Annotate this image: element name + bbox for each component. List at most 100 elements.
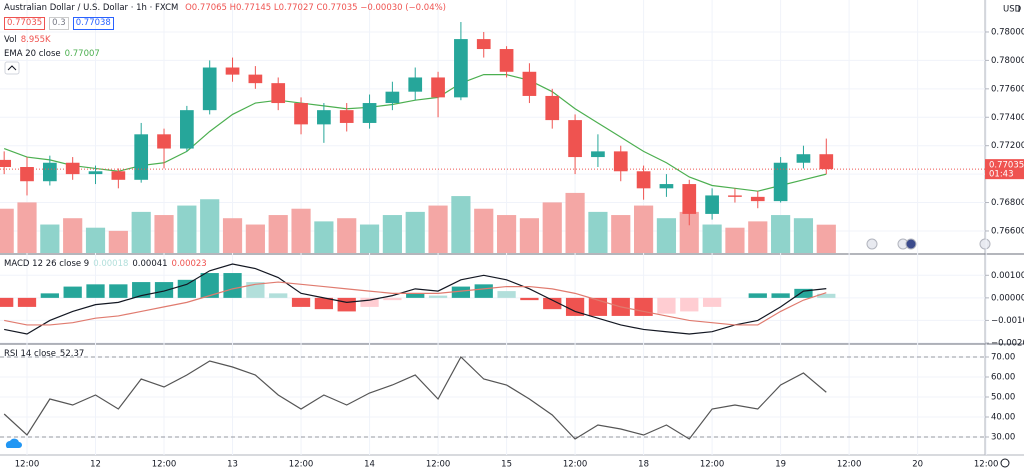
candle-body [545, 95, 560, 121]
candle-body [705, 195, 719, 214]
event-icons [866, 238, 991, 250]
y-tick-label: 0.76800 [991, 198, 1024, 208]
quote-boxes: 0.77035 0.3 0.77038 [4, 17, 118, 30]
volume-bar [793, 218, 814, 253]
volume-bar [656, 218, 677, 253]
x-tick-label: 12:00 [152, 460, 177, 470]
bid-box[interactable]: 0.77035 [4, 17, 46, 30]
macd-histogram-bar [200, 273, 219, 298]
volume-bar [382, 215, 402, 253]
volume-bar [0, 208, 14, 253]
x-tick-label: 14 [364, 460, 375, 470]
candle-body [65, 162, 80, 175]
y-tick-label: −0.00200 [991, 339, 1024, 349]
macd-signal-value: 0.00023 [171, 259, 207, 269]
y-tick-label: 60.00 [991, 373, 1015, 383]
collapse-button[interactable] [4, 61, 20, 75]
candle-body [728, 195, 742, 197]
macd-histogram-bar [406, 293, 425, 298]
macd-histogram-bar [40, 293, 59, 298]
volume-bar [177, 205, 197, 253]
candle-body [134, 134, 149, 180]
macd-histogram-bar [428, 295, 448, 298]
macd-histogram-bar [634, 297, 653, 316]
y-tick-label: 0.77200 [991, 141, 1024, 151]
volume-bar [588, 211, 608, 253]
macd-histogram-bar [0, 297, 14, 307]
y-tick-label: 0.00100 [991, 271, 1024, 281]
x-tick-label: 18 [638, 460, 649, 470]
y-tick-label: 0.76600 [991, 226, 1024, 236]
macd-histogram-bar [269, 293, 288, 298]
x-tick-label: 12:00 [15, 460, 40, 470]
macd-histogram-bar [657, 297, 676, 314]
volume-bar [451, 196, 471, 253]
volume-bar [496, 215, 517, 253]
candle-body [431, 77, 445, 98]
volume-bar [771, 215, 791, 253]
candle-body [111, 171, 126, 180]
x-tick-label: 12:00 [289, 460, 314, 470]
macd-histogram-bar [337, 297, 356, 312]
volume-bar [565, 192, 585, 253]
volume-bar [131, 211, 151, 253]
y-tick-label: 0.78000 [991, 56, 1024, 66]
price-tag-label: 0.77035 [989, 161, 1024, 171]
volume-bar [245, 224, 265, 253]
x-tick-label: 20 [912, 460, 923, 470]
candle-body [294, 103, 308, 125]
x-tick-label: 12:00 [563, 460, 588, 470]
macd-histogram-bar [543, 297, 562, 310]
event-icon[interactable] [905, 238, 917, 250]
volume-bar [337, 218, 357, 253]
candle-body [682, 184, 697, 214]
volume-bar [634, 205, 654, 253]
volume-bar [222, 218, 243, 253]
macd-histogram-bar [794, 288, 813, 298]
candle-body [454, 39, 468, 98]
volume-bar [474, 208, 494, 253]
y-tick-label: 50.00 [991, 393, 1015, 403]
macd-line [4, 263, 827, 335]
macd-histogram-bar [702, 297, 722, 307]
macd-legend: MACD 12 26 close 9 0.00018 0.00041 0.00023 [4, 258, 211, 270]
candle-body [750, 196, 765, 202]
macd-histogram-bar [680, 297, 699, 312]
event-icon[interactable] [866, 238, 878, 250]
y-tick-label: 0.78000 [991, 27, 1024, 37]
settings-icon[interactable] [1000, 458, 1010, 468]
ema-value: 0.77007 [64, 49, 100, 59]
candle-body [180, 110, 194, 149]
macd-histogram-bar [246, 282, 265, 298]
volume-label: Vol [4, 35, 17, 45]
price-tag [985, 159, 1024, 180]
macd-histogram-bar [383, 297, 402, 301]
y-tick-label: 0.77400 [991, 113, 1024, 123]
cloud-icon[interactable] [5, 438, 22, 448]
volume-bar [40, 224, 60, 253]
volume-bar [542, 202, 562, 253]
candle-body [773, 162, 788, 202]
macd-histogram-bar [154, 282, 174, 298]
candle-body [42, 162, 57, 182]
macd-histogram-bar [748, 293, 767, 298]
y-tick-label: 0.00000 [991, 293, 1024, 303]
candle-body [636, 171, 651, 189]
x-tick-label: 12:00 [837, 460, 862, 470]
countdown-label: 01:43 [989, 170, 1014, 180]
volume-bar [85, 227, 106, 253]
candle-body [819, 154, 834, 170]
volume-bar [268, 215, 288, 253]
volume-bar [702, 224, 722, 253]
y-tick-label: 40.00 [991, 413, 1015, 423]
macd-histogram-bar [314, 297, 334, 310]
x-tick-label: 12 [90, 460, 101, 470]
ask-box[interactable]: 0.77038 [72, 17, 114, 30]
event-icon[interactable] [979, 238, 991, 250]
macd-histogram-bar [86, 284, 105, 298]
volume-bar [405, 211, 425, 253]
currency-label: USD [1003, 5, 1022, 15]
rsi-value: 52.37 [59, 349, 85, 359]
